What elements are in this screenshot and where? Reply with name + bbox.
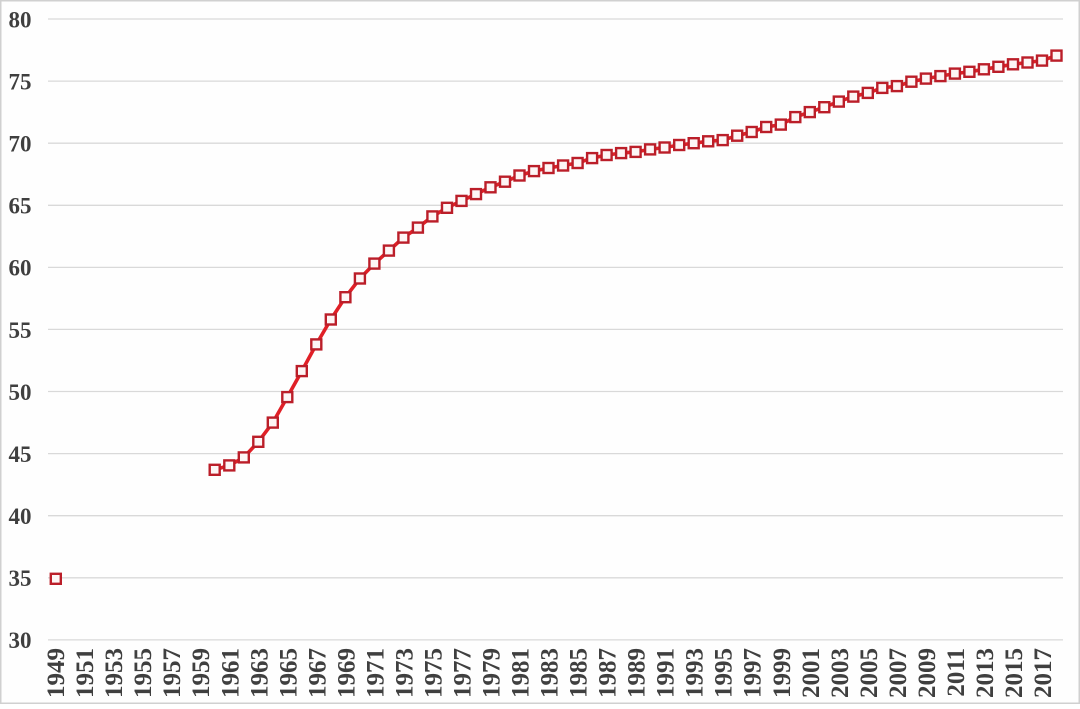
svg-text:1965: 1965 [275,648,302,698]
svg-text:1971: 1971 [362,648,389,698]
svg-text:35: 35 [9,566,32,591]
svg-text:2005: 2005 [856,648,883,698]
svg-text:2009: 2009 [914,648,941,698]
svg-text:1979: 1979 [479,648,506,698]
svg-text:1963: 1963 [246,648,273,698]
svg-text:1985: 1985 [566,648,593,698]
svg-text:55: 55 [9,318,32,343]
svg-text:1973: 1973 [391,648,418,698]
svg-text:30: 30 [9,628,32,653]
svg-text:1983: 1983 [537,648,564,698]
svg-text:1993: 1993 [682,648,709,698]
svg-text:1977: 1977 [450,648,477,698]
svg-text:1991: 1991 [653,648,680,698]
svg-text:2001: 2001 [798,648,825,698]
svg-text:1961: 1961 [217,648,244,698]
svg-text:1981: 1981 [508,648,535,698]
svg-text:1949: 1949 [43,648,70,698]
svg-text:50: 50 [9,380,32,405]
svg-text:80: 80 [9,7,32,32]
svg-text:65: 65 [9,194,32,219]
svg-text:1989: 1989 [624,648,651,698]
svg-text:1959: 1959 [188,648,215,698]
svg-text:1987: 1987 [595,648,622,698]
svg-text:1955: 1955 [130,648,157,698]
svg-text:2013: 2013 [972,648,999,698]
svg-text:1995: 1995 [711,648,738,698]
svg-text:1957: 1957 [159,648,186,698]
svg-text:1953: 1953 [101,648,128,698]
svg-text:1975: 1975 [420,648,447,698]
svg-text:2007: 2007 [885,648,912,698]
svg-text:2011: 2011 [943,648,970,697]
svg-text:2003: 2003 [827,648,854,698]
svg-text:2017: 2017 [1030,648,1057,698]
svg-text:1999: 1999 [769,648,796,698]
svg-text:1997: 1997 [740,648,767,698]
svg-text:75: 75 [9,69,32,94]
svg-text:2015: 2015 [1001,648,1028,698]
svg-text:45: 45 [9,442,32,467]
svg-text:1969: 1969 [333,648,360,698]
svg-text:1951: 1951 [72,648,99,698]
svg-text:60: 60 [9,256,32,281]
svg-text:40: 40 [9,504,32,529]
svg-text:70: 70 [9,132,32,157]
svg-text:1967: 1967 [304,648,331,698]
